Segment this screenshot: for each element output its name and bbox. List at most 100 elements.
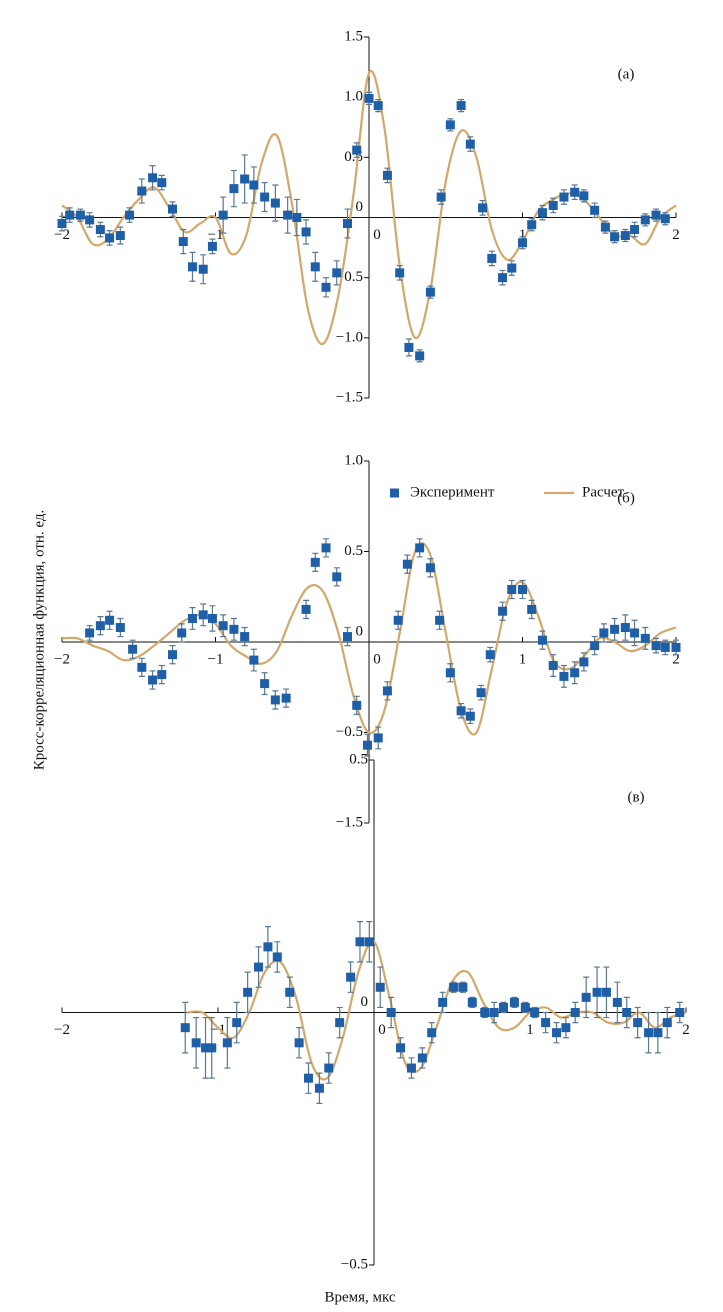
data-marker — [310, 262, 320, 272]
data-marker — [321, 543, 331, 553]
data-marker — [651, 210, 661, 220]
data-marker — [198, 264, 208, 274]
data-marker — [301, 604, 311, 614]
data-marker — [548, 661, 558, 671]
data-marker — [137, 662, 147, 672]
data-marker — [343, 632, 353, 642]
data-marker — [393, 615, 403, 625]
x-tick-label: 0 — [373, 651, 381, 667]
data-marker — [324, 1063, 334, 1073]
x-tick-label: 0 — [378, 1022, 386, 1038]
data-marker — [178, 237, 188, 247]
x-tick-label: 0 — [373, 227, 381, 243]
data-marker — [579, 191, 589, 201]
x-tick-label: −2 — [54, 227, 70, 243]
data-marker — [321, 282, 331, 292]
data-marker — [487, 253, 497, 263]
data-marker — [427, 1028, 437, 1038]
data-marker — [620, 623, 630, 633]
data-marker — [115, 623, 125, 633]
data-marker — [415, 543, 425, 553]
data-marker — [375, 982, 385, 992]
legend-marker — [390, 488, 399, 498]
data-marker — [65, 210, 75, 220]
data-marker — [581, 992, 591, 1002]
x-tick-label: 1 — [519, 227, 527, 243]
data-marker — [406, 1063, 416, 1073]
data-marker — [601, 987, 611, 997]
data-marker — [640, 633, 650, 643]
data-marker — [191, 1038, 201, 1048]
x-tick-label: −2 — [54, 1022, 70, 1038]
data-marker — [456, 101, 466, 111]
y-tick-label: −1.5 — [336, 814, 363, 830]
data-marker — [157, 178, 167, 188]
data-marker — [592, 987, 602, 997]
data-marker — [590, 205, 600, 215]
data-marker — [301, 227, 311, 237]
data-marker — [438, 997, 448, 1007]
data-marker — [507, 585, 517, 595]
y-tick-label: 0.5 — [344, 543, 363, 559]
data-marker — [660, 642, 670, 652]
data-marker — [445, 120, 455, 130]
data-marker — [373, 101, 383, 111]
data-marker — [373, 733, 383, 743]
data-marker — [425, 287, 435, 297]
data-marker — [622, 1008, 632, 1017]
data-marker — [180, 1023, 190, 1033]
data-marker — [651, 641, 661, 651]
data-marker — [449, 982, 459, 992]
data-marker — [243, 987, 253, 997]
data-marker — [240, 174, 250, 184]
data-marker — [417, 1053, 427, 1063]
data-marker — [115, 231, 125, 241]
y-tick-label: 0 — [356, 623, 364, 639]
data-marker — [352, 700, 362, 710]
data-marker — [128, 644, 138, 654]
y-tick-label: −1.0 — [336, 329, 363, 345]
data-marker — [653, 1028, 663, 1038]
data-marker — [382, 170, 392, 180]
data-marker — [364, 93, 374, 103]
data-marker — [478, 203, 488, 213]
x-tick-label: −2 — [54, 651, 70, 667]
data-marker — [187, 613, 197, 623]
data-marker — [445, 668, 455, 678]
data-marker — [222, 1038, 232, 1048]
data-marker — [332, 268, 342, 278]
data-marker — [148, 675, 158, 685]
data-marker — [425, 563, 435, 573]
data-marker — [435, 615, 445, 625]
data-marker — [599, 628, 609, 638]
data-marker — [95, 225, 105, 235]
data-marker — [168, 650, 178, 660]
data-marker — [518, 238, 527, 248]
data-marker — [157, 670, 167, 680]
data-marker — [187, 262, 197, 272]
data-marker — [254, 962, 264, 972]
data-marker — [382, 686, 392, 696]
x-tick-label: 1 — [519, 651, 527, 667]
data-marker — [662, 1018, 672, 1028]
y-tick-label: 0 — [361, 994, 369, 1010]
data-marker — [355, 937, 365, 947]
data-marker — [386, 1008, 396, 1017]
data-marker — [281, 693, 291, 703]
data-marker — [272, 952, 282, 962]
data-marker — [240, 632, 250, 642]
panel-label: (б) — [617, 490, 635, 506]
data-marker — [148, 173, 158, 183]
data-marker — [537, 208, 547, 218]
data-marker — [436, 192, 446, 202]
data-marker — [644, 1028, 654, 1038]
data-marker — [218, 210, 228, 220]
data-marker — [177, 628, 187, 638]
data-marker — [527, 604, 537, 614]
data-marker — [537, 635, 547, 645]
data-marker — [489, 1008, 499, 1017]
data-marker — [168, 204, 178, 214]
data-marker — [633, 1018, 643, 1028]
data-marker — [570, 668, 580, 678]
data-marker — [561, 1023, 571, 1033]
